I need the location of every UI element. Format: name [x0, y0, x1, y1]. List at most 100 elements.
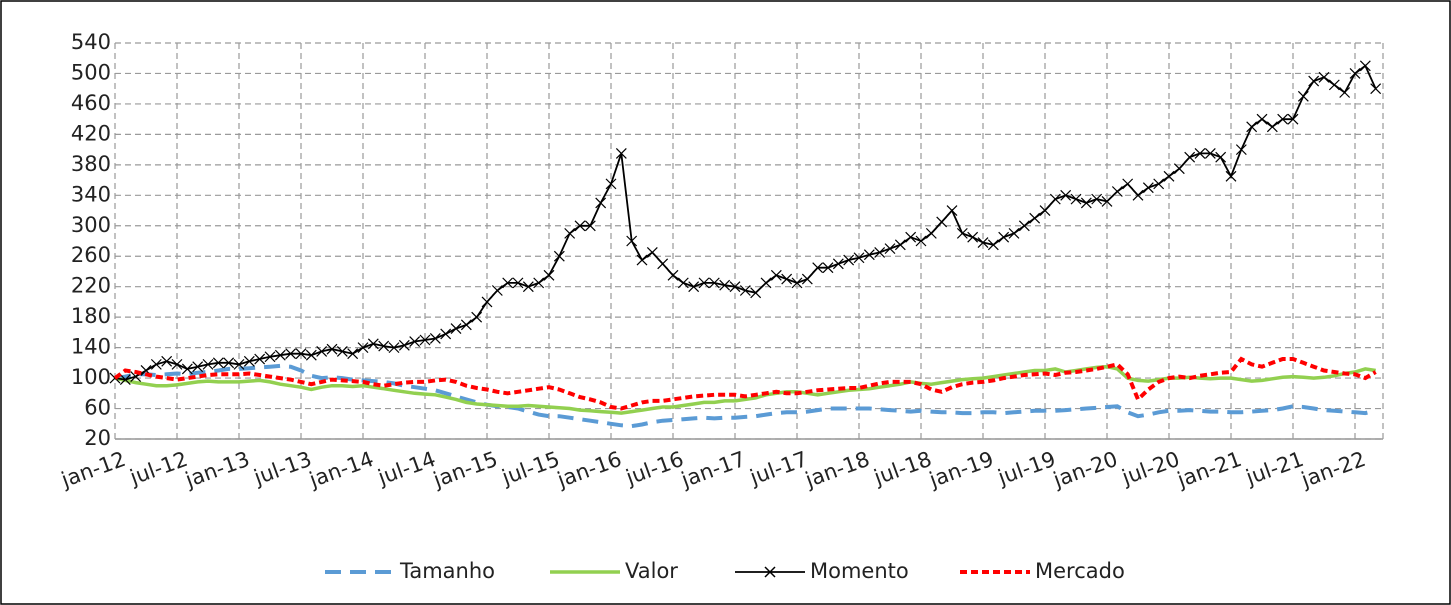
point-marker	[295, 348, 307, 360]
point-marker	[667, 269, 679, 281]
point-marker	[1101, 195, 1113, 207]
point-marker	[398, 339, 410, 351]
point-marker	[822, 262, 834, 274]
point-marker	[326, 343, 338, 355]
point-marker	[791, 277, 803, 289]
point-marker	[305, 349, 317, 361]
point-marker	[1235, 144, 1247, 156]
point-marker	[1091, 193, 1103, 205]
point-marker	[1018, 220, 1030, 232]
point-marker	[1132, 189, 1144, 201]
point-marker	[1049, 193, 1061, 205]
point-marker	[1225, 170, 1237, 182]
point-marker	[171, 358, 183, 370]
point-marker	[770, 269, 782, 281]
legend-marker	[764, 566, 776, 578]
point-marker	[1339, 87, 1351, 98]
point-marker	[367, 338, 379, 350]
series-line	[113, 356, 1377, 411]
point-marker	[956, 227, 968, 239]
point-marker	[285, 348, 297, 360]
point-marker	[357, 342, 369, 354]
point-marker	[925, 227, 937, 239]
point-marker	[1142, 182, 1154, 194]
point-marker	[615, 147, 627, 159]
point-marker	[243, 355, 255, 367]
y-tick-label: 340	[71, 182, 111, 206]
point-marker	[1349, 68, 1361, 79]
point-marker	[1215, 151, 1227, 163]
point-marker	[1246, 121, 1258, 133]
point-marker	[491, 285, 503, 296]
point-marker	[605, 178, 617, 190]
point-marker	[1194, 147, 1206, 159]
point-marker	[1153, 178, 1165, 190]
point-marker	[502, 277, 514, 289]
point-marker	[781, 273, 793, 285]
point-marker	[1256, 113, 1268, 125]
point-marker	[1029, 212, 1041, 224]
point-marker	[812, 262, 824, 274]
point-marker	[1297, 90, 1309, 102]
y-tick-label: 100	[71, 365, 111, 389]
point-marker	[760, 277, 772, 289]
point-marker	[419, 334, 431, 346]
y-tick-label: 540	[71, 30, 111, 54]
point-marker	[874, 246, 886, 258]
point-marker	[553, 250, 565, 262]
point-marker	[998, 231, 1010, 243]
point-marker	[987, 239, 999, 251]
y-tick-label: 300	[71, 213, 111, 237]
point-marker	[729, 281, 741, 293]
point-marker	[1287, 113, 1299, 125]
point-marker	[863, 249, 875, 261]
point-marker	[274, 349, 286, 361]
point-marker	[677, 277, 689, 289]
point-marker	[750, 287, 762, 299]
y-tick-label: 460	[71, 91, 111, 115]
point-marker	[471, 311, 483, 323]
point-marker	[512, 277, 524, 289]
point-marker	[1122, 178, 1134, 190]
point-marker	[636, 254, 648, 266]
legend-label: Mercado	[1035, 559, 1125, 583]
legend-label: Valor	[625, 559, 678, 583]
point-marker	[905, 231, 917, 243]
point-marker	[698, 277, 710, 289]
point-marker	[336, 345, 348, 357]
point-marker	[977, 237, 989, 248]
point-marker	[936, 216, 948, 228]
point-marker	[202, 358, 214, 370]
legend-label: Momento	[810, 559, 909, 583]
point-marker	[626, 235, 638, 247]
point-marker	[584, 220, 596, 232]
point-marker	[533, 277, 545, 289]
point-marker	[915, 235, 927, 247]
point-marker	[564, 227, 576, 239]
point-marker	[388, 342, 400, 354]
y-tick-label: 140	[71, 335, 111, 359]
y-tick-label: 220	[71, 274, 111, 298]
point-marker	[646, 246, 658, 258]
point-marker	[450, 323, 462, 335]
point-marker	[739, 285, 751, 296]
point-marker	[181, 363, 193, 375]
point-marker	[522, 281, 534, 293]
point-marker	[894, 239, 906, 251]
point-marker	[574, 220, 586, 232]
point-marker	[1039, 205, 1051, 216]
point-marker	[595, 197, 607, 209]
point-marker	[1184, 151, 1196, 163]
point-marker	[1163, 170, 1175, 182]
point-marker	[1111, 186, 1123, 197]
y-tick-label: 20	[84, 426, 111, 450]
point-marker	[1370, 83, 1382, 95]
point-marker	[967, 231, 979, 243]
series-line	[114, 363, 1377, 429]
series-line	[114, 364, 1376, 415]
y-tick-label: 180	[71, 304, 111, 328]
point-marker	[543, 269, 555, 281]
point-marker	[1204, 147, 1216, 159]
point-marker	[853, 252, 865, 264]
